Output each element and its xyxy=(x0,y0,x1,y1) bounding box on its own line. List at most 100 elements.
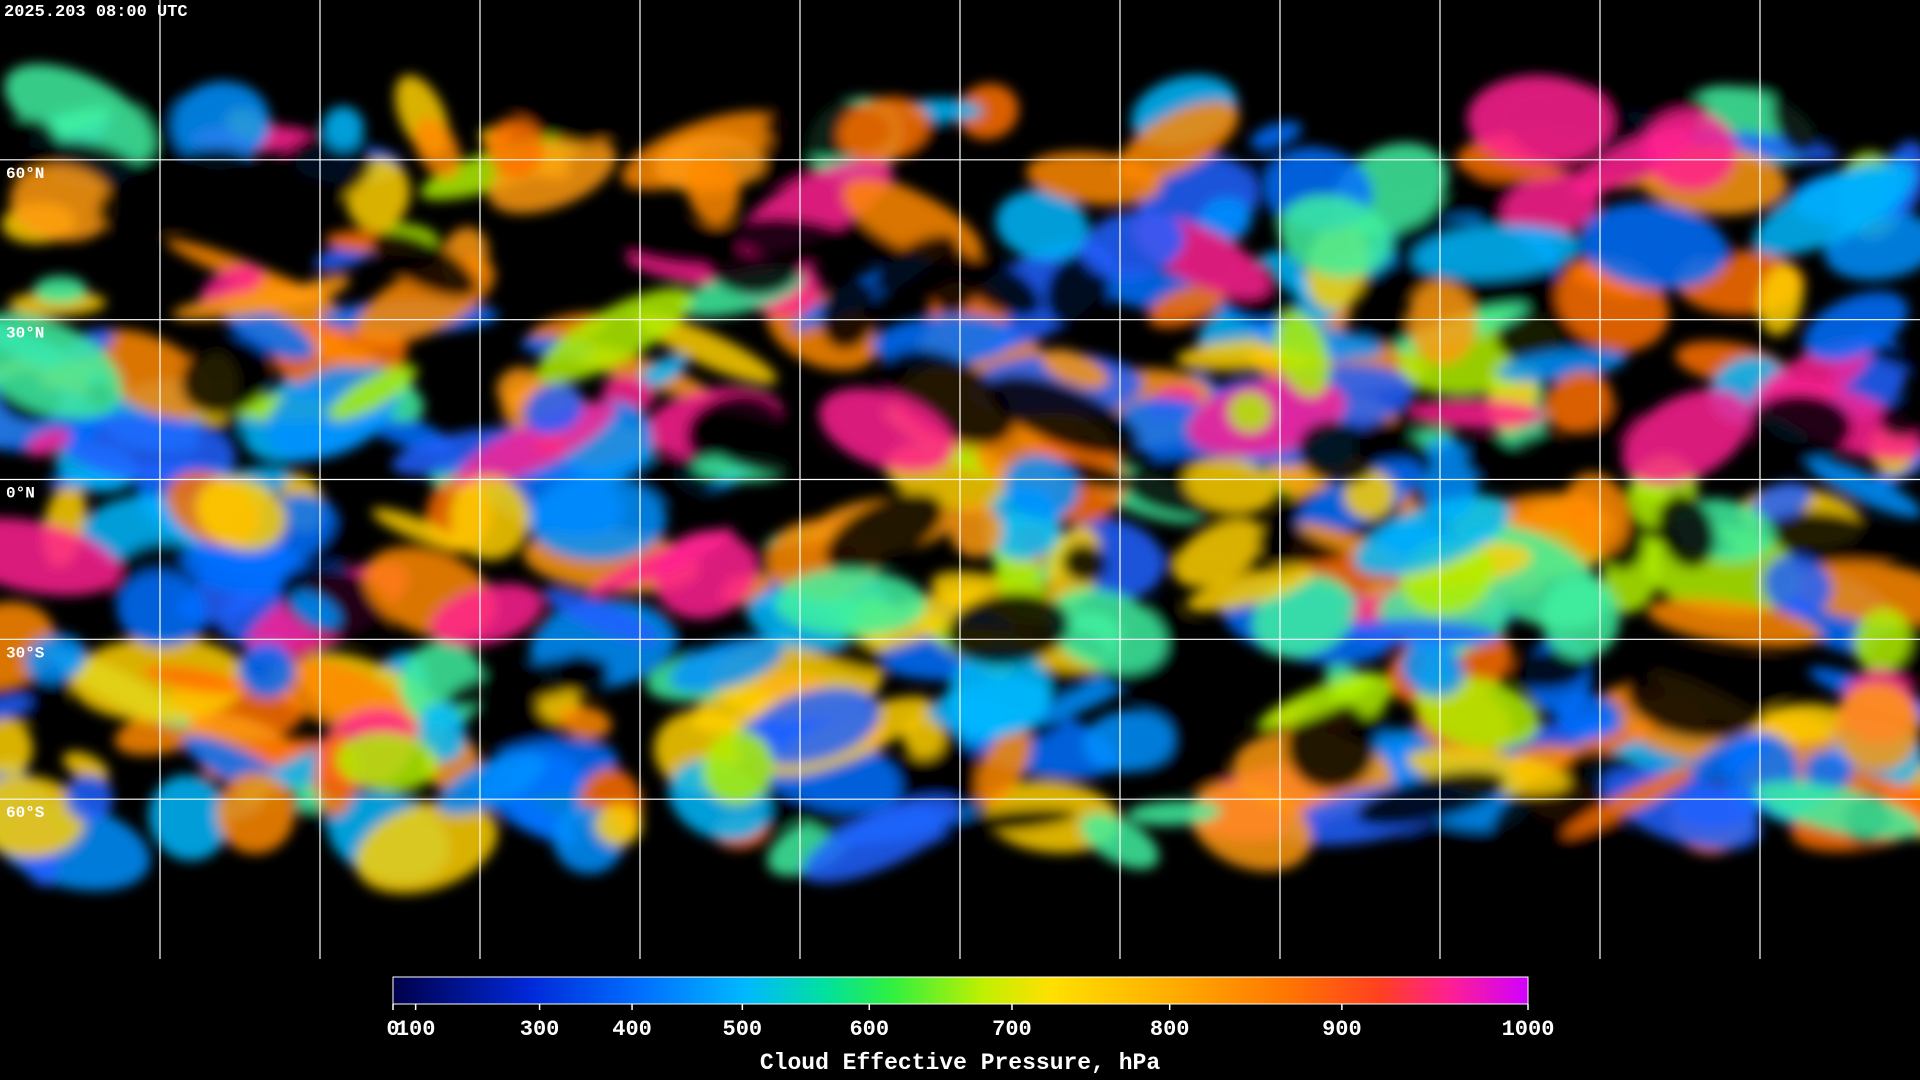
cloud-patch xyxy=(216,772,295,854)
cloud-patch xyxy=(371,508,467,551)
cloud-patch xyxy=(686,152,740,226)
cloud-patch xyxy=(0,312,123,419)
cloud-patch xyxy=(328,364,418,421)
cloud-patch xyxy=(1657,494,1716,568)
cloud-patch xyxy=(430,583,544,647)
cloud-patch xyxy=(143,664,248,695)
cloud-patch xyxy=(1810,88,1903,135)
cloud-patch xyxy=(946,592,1070,666)
cloud-patch xyxy=(1853,608,1912,673)
cloud-patch xyxy=(688,410,826,479)
latitude-label: 60°S xyxy=(6,804,45,822)
cloud-patch xyxy=(1562,472,1630,555)
cloud-patch xyxy=(837,96,930,162)
cloud-patch xyxy=(1758,263,1804,336)
cloud-patch xyxy=(1803,291,1909,362)
timestamp: 2025.203 08:00 UTC xyxy=(4,3,188,22)
cloud-patch xyxy=(88,329,217,420)
cloud-patch xyxy=(1413,224,1580,280)
cloud-patch xyxy=(45,106,111,135)
latitude-label: 30°N xyxy=(6,325,44,343)
cloud-patch xyxy=(941,808,1077,834)
cloud-patch xyxy=(1250,121,1302,150)
cloud-patch xyxy=(1753,160,1916,256)
cloud-patch xyxy=(1126,800,1222,826)
cloud-patch xyxy=(1860,342,1920,380)
cloud-patch xyxy=(0,718,33,780)
cloud-patch xyxy=(1410,399,1547,429)
colorbar xyxy=(392,976,1529,1005)
cloud-patch xyxy=(26,428,71,457)
cloud-patch xyxy=(948,646,1052,737)
cloud-patch xyxy=(117,571,206,648)
cloud-patch xyxy=(449,475,530,560)
cloud-patch xyxy=(801,795,961,883)
cloud-field xyxy=(0,64,1920,894)
cloud-patch xyxy=(957,83,1019,140)
cloud-patch xyxy=(669,636,785,693)
graticule: 60°N 30°N 0°N 30°S 60°S xyxy=(0,0,1920,959)
cloud-patch xyxy=(654,530,757,619)
cloud-patch xyxy=(1878,398,1920,438)
cloud-patch xyxy=(1256,672,1378,731)
cloud-patch xyxy=(413,117,461,179)
cloud-patch xyxy=(820,277,878,351)
cloud-patch xyxy=(702,730,774,805)
cloud-patch xyxy=(1803,750,1853,791)
cloud-patch xyxy=(1061,543,1109,583)
cloud-patch xyxy=(1556,694,1622,740)
cloud-patch xyxy=(172,81,271,166)
cloud-patch xyxy=(995,190,1089,260)
cloud-patch xyxy=(1275,311,1330,397)
cloud-patch xyxy=(1183,458,1277,513)
cloud-patch xyxy=(1147,284,1225,328)
cloud-patch xyxy=(1185,565,1314,612)
cloud-patch xyxy=(1286,701,1376,791)
cloud-patch xyxy=(196,476,287,551)
cloud-patch xyxy=(59,413,237,483)
cloud-patch xyxy=(595,803,642,847)
cloud-patch xyxy=(1400,641,1465,697)
cloud-patch xyxy=(1747,393,1853,461)
cloud-patch xyxy=(726,217,854,260)
cloud-patch xyxy=(238,642,296,699)
cloud-patch xyxy=(1467,75,1613,166)
colorbar-tick-label: 0 xyxy=(386,1017,399,1042)
cloud-patch xyxy=(417,702,467,763)
cloud-patch xyxy=(33,276,87,305)
cloud-patch xyxy=(1041,348,1109,388)
cloud-patch xyxy=(172,286,329,320)
cloud-patch xyxy=(1689,732,1771,783)
cloud-patch xyxy=(1081,210,1185,279)
cloud-patch xyxy=(873,234,959,294)
cloud-patch xyxy=(322,106,364,150)
colorbar-tick-label: 800 xyxy=(1150,1017,1190,1042)
cloud-patch xyxy=(825,492,945,573)
cloud-patch xyxy=(774,569,927,637)
cloud-patch xyxy=(1003,454,1080,520)
cloud-patch xyxy=(0,695,33,723)
cloud-patch xyxy=(290,591,341,629)
cloud-patch xyxy=(1626,653,1770,739)
cloud-patch xyxy=(1297,420,1377,485)
cloud-patch xyxy=(1354,495,1512,577)
cloud-patch xyxy=(507,78,604,145)
cloud-patch xyxy=(902,716,945,760)
cloud-patch xyxy=(1755,511,1898,570)
cloud-patch xyxy=(536,288,693,384)
cloud-patch xyxy=(445,657,609,709)
cloud-patch xyxy=(949,504,1004,558)
cloud-patch xyxy=(1754,781,1920,840)
cloud-patch xyxy=(181,337,270,416)
cloud-patch xyxy=(370,231,477,298)
latitude-label: 60°N xyxy=(6,165,44,183)
cloud-patch xyxy=(1573,127,1693,195)
cloud-patch xyxy=(200,264,263,308)
cloud-patch xyxy=(1408,280,1477,365)
cloud-patch xyxy=(543,587,659,644)
colorbar-tick-label: 1000 xyxy=(1502,1017,1555,1042)
cloud-patch xyxy=(148,775,229,861)
colorbar-tick-label: 100 xyxy=(396,1017,436,1042)
